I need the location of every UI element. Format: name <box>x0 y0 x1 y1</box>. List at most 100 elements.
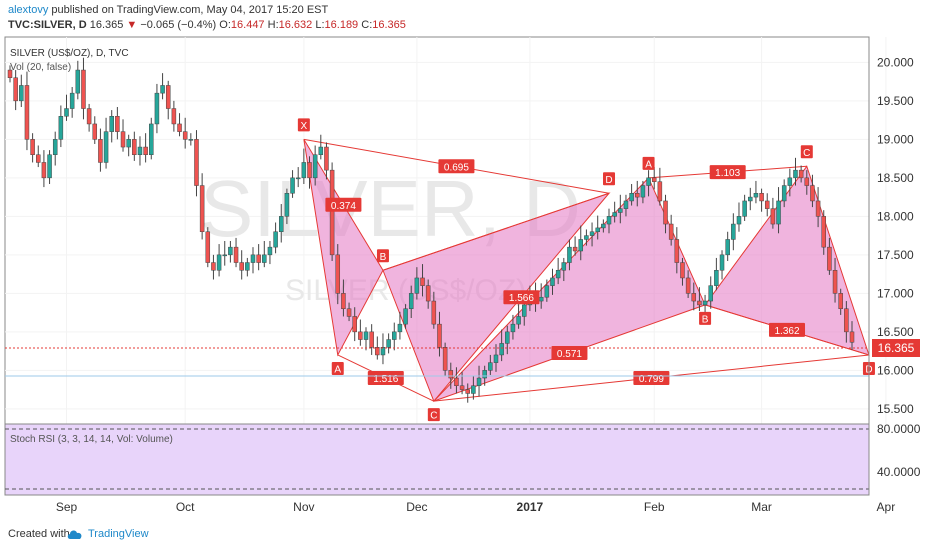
candle-body <box>199 185 205 233</box>
candle-body <box>380 347 386 356</box>
pattern-point-badge <box>331 361 344 375</box>
ratio-label: 1.103 <box>715 168 740 179</box>
candle-body <box>815 200 821 217</box>
candle-body <box>567 246 572 263</box>
candle-body <box>312 154 318 179</box>
price-change: −0.065 (−0.4%) <box>140 19 217 31</box>
legend-symbol[interactable]: SILVER (US$/OZ), D, TVC <box>10 48 129 59</box>
candle-body <box>725 239 730 256</box>
time-axis[interactable]: SepOctNovDec2017FebMarAprMay <box>56 500 932 514</box>
candle-body <box>555 270 561 279</box>
price-tick-label: 16.500 <box>877 325 914 339</box>
candle-body <box>239 262 244 271</box>
candle-body <box>838 293 843 310</box>
candle-body <box>589 231 595 236</box>
tradingview-cloud-icon <box>67 530 82 539</box>
stoch-level-80: 80.0000 <box>877 422 921 436</box>
open-value: 16.447 <box>230 19 265 31</box>
candle-body <box>414 277 420 294</box>
candle-body <box>538 296 544 302</box>
pattern-point-badge <box>427 408 440 422</box>
candle-body <box>702 300 708 306</box>
candle-body <box>776 200 781 225</box>
stoch-level-40: 40.0000 <box>877 465 921 479</box>
candle-body <box>714 270 719 286</box>
candle-body <box>668 223 674 240</box>
candle-body <box>233 246 239 263</box>
candle-body <box>324 146 329 171</box>
candle-body <box>290 177 295 194</box>
candle-body <box>222 254 227 257</box>
candle-body <box>177 123 182 132</box>
high-value: 16.632 <box>278 19 313 31</box>
candle-body <box>651 177 657 182</box>
candle-body <box>408 293 414 310</box>
price-tick-label: 17.000 <box>877 286 914 300</box>
candle-body <box>132 139 137 156</box>
candle-body <box>149 123 154 155</box>
candle-body <box>24 85 30 140</box>
candle-body <box>618 208 623 213</box>
candle-body <box>736 216 742 225</box>
stoch-label[interactable]: Stoch RSI (3, 3, 14, 14, Vol: Volume) <box>10 434 173 445</box>
candle-body <box>397 323 403 333</box>
candle-body <box>386 339 391 348</box>
publish-info: published on TradingView.com, May 04, 20… <box>51 4 329 16</box>
candle-body <box>476 377 482 386</box>
price-tick-label: 19.000 <box>877 132 914 146</box>
author-link[interactable]: alextovy <box>8 4 49 16</box>
candle-body <box>787 177 793 186</box>
candle-body <box>115 116 120 132</box>
candle-body <box>493 354 499 363</box>
candles <box>7 57 855 403</box>
price-axis[interactable]: 20.000 19.500 19.000 18.500 18.000 17.500 17.0… <box>877 55 914 416</box>
pattern-point-badge <box>297 118 310 132</box>
candle-body <box>640 185 646 198</box>
last-price: 16.365 <box>89 19 124 31</box>
candle-body <box>335 254 341 294</box>
candle-body <box>420 277 425 286</box>
candle-body <box>92 123 98 140</box>
price-tick-label: 18.000 <box>877 209 914 223</box>
candle-body <box>392 331 397 340</box>
candle-body <box>437 323 442 348</box>
candle-body <box>595 227 600 232</box>
close-value: 16.365 <box>372 19 406 31</box>
time-tick-label: Oct <box>176 500 195 514</box>
time-tick-label: Sep <box>56 500 78 514</box>
candle-body <box>216 254 222 271</box>
candle-body <box>211 262 216 271</box>
candle-body <box>601 223 606 229</box>
candle-body <box>278 216 284 233</box>
candle-body <box>827 246 832 271</box>
ratio-badge <box>769 322 806 337</box>
pattern-point-label: B <box>380 252 387 263</box>
time-tick-label: Nov <box>293 500 314 514</box>
candle-body <box>719 254 725 271</box>
candle-body <box>482 370 487 379</box>
candle-body <box>171 108 177 125</box>
symbol-ohlc-line: TVC:SILVER, D 16.365 ▼ −0.065 (−0.4%) O:… <box>8 19 406 31</box>
ratio-label: 1.362 <box>774 326 799 337</box>
legend-volume[interactable]: Vol (20, false) <box>10 62 71 73</box>
candle-body <box>770 208 776 225</box>
candle-body <box>143 146 148 156</box>
chart-header: alextovy published on TradingView.com, M… <box>0 0 932 34</box>
pattern-point-badge <box>376 249 389 263</box>
candle-body <box>205 231 211 263</box>
stoch-rsi-pane <box>4 423 870 496</box>
tradingview-brand-link[interactable]: TradingView <box>88 528 149 540</box>
time-tick-label: Dec <box>406 500 427 514</box>
candle-body <box>459 385 465 390</box>
candle-body <box>273 231 278 248</box>
low-label: L: <box>315 19 325 31</box>
candle-body <box>448 370 454 379</box>
candle-body <box>821 216 826 248</box>
ratio-badge <box>633 371 670 386</box>
candle-body <box>75 69 81 94</box>
price-tick-label: 18.500 <box>877 171 914 185</box>
candle-body <box>793 169 798 179</box>
time-tick-label: 2017 <box>517 500 544 514</box>
high-label: H: <box>267 19 279 31</box>
